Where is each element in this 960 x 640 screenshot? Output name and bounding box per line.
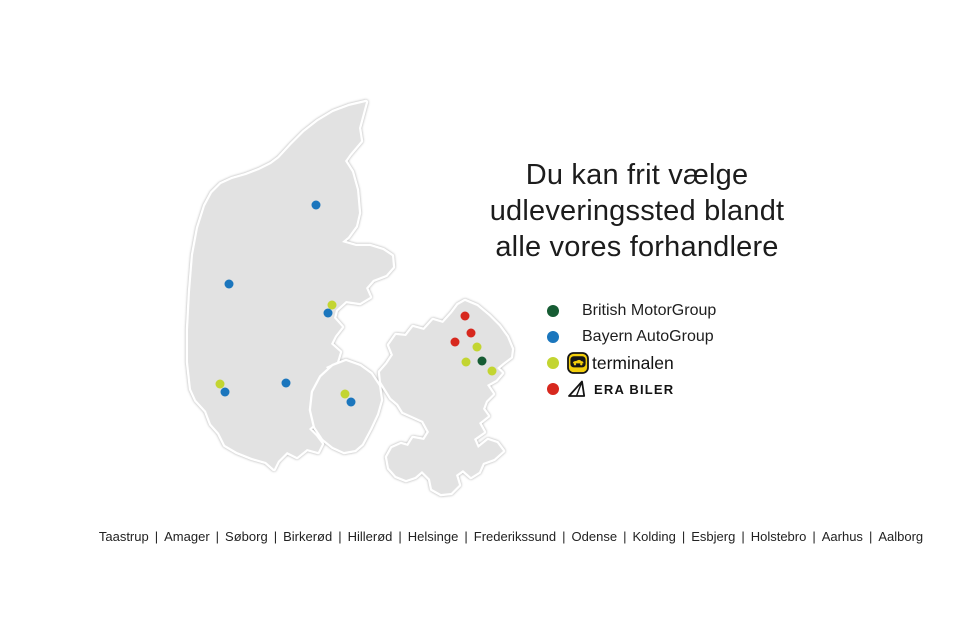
- zealand-island: [377, 298, 515, 497]
- dealer-dot-terminalen: [461, 357, 471, 367]
- city-separator: |: [398, 529, 402, 544]
- british-motorgroup-dot-icon: [547, 305, 559, 317]
- city-separator: |: [154, 529, 159, 544]
- city-name: Helsinge: [407, 529, 459, 544]
- dealer-dot-terminalen: [487, 366, 497, 376]
- city-separator: |: [812, 529, 816, 544]
- city-name: Holstebro: [750, 529, 807, 544]
- dealer-dot-bayern-autogroup: [346, 397, 356, 407]
- city-separator: |: [215, 529, 220, 544]
- dealer-dot-terminalen: [340, 389, 350, 399]
- dealer-dot-bayern-autogroup: [311, 200, 321, 210]
- legend-item-era-biler: ERA BILER: [547, 376, 716, 402]
- legend-label-era-biler: ERA BILER: [594, 381, 675, 397]
- dealer-cities-list: Taastrup | Amager | Søborg | Birkerød | Hillerød…: [61, 529, 960, 544]
- dealer-dot-bayern-autogroup: [224, 279, 234, 289]
- era-biler-dot-icon: [547, 383, 559, 395]
- city-name: Esbjerg: [691, 529, 736, 544]
- legend-item-terminalen: terminalen: [547, 350, 716, 376]
- dealer-dot-era-biler: [460, 311, 470, 321]
- city-name: Aalborg: [878, 529, 924, 544]
- dealer-dot-bayern-autogroup: [281, 378, 291, 388]
- city-name: Hillerød: [347, 529, 393, 544]
- dealer-dot-bayern-autogroup: [323, 308, 333, 318]
- terminalen-logo-icon: [567, 352, 589, 374]
- headline: Du kan frit vælge udleveringssted blandt…: [437, 157, 837, 265]
- city-name: Søborg: [225, 529, 268, 544]
- city-name: Odense: [571, 529, 618, 544]
- city-name: Taastrup: [98, 529, 149, 544]
- funen-island: [308, 358, 384, 455]
- dealer-dot-terminalen: [215, 379, 225, 389]
- dealer-location-dots: [215, 200, 497, 407]
- terminalen-dot-icon: [547, 357, 559, 369]
- legend-item-bayern-autogroup: Bayern AutoGroup: [547, 324, 716, 350]
- legend: British MotorGroup Bayern AutoGroup term…: [547, 298, 716, 402]
- city-name: Amager: [164, 529, 210, 544]
- legend-label-british-motorgroup: British MotorGroup: [582, 302, 717, 319]
- headline-line-2: udleveringssted blandt: [489, 195, 785, 227]
- city-separator: |: [681, 529, 686, 544]
- city-name: Kolding: [632, 529, 676, 544]
- headline-line-3: alle vores forhandlere: [495, 231, 779, 263]
- dealer-dot-british-motorgroup: [477, 356, 487, 366]
- bayern-autogroup-dot-icon: [547, 331, 559, 343]
- era-biler-logo-icon: [568, 380, 586, 397]
- city-name: Birkerød: [283, 529, 333, 544]
- dealer-dot-bayern-autogroup: [220, 387, 230, 397]
- city-separator: |: [273, 529, 278, 544]
- city-name: Aarhus: [821, 529, 863, 544]
- dealer-dot-terminalen: [472, 342, 482, 352]
- city-separator: |: [868, 529, 873, 544]
- dealer-dot-era-biler: [466, 328, 476, 338]
- city-separator: |: [562, 529, 566, 544]
- legend-label-bayern-autogroup: Bayern AutoGroup: [582, 328, 714, 345]
- dealer-dot-terminalen: [327, 300, 337, 310]
- city-separator: |: [623, 529, 627, 544]
- legend-label-terminalen: terminalen: [592, 352, 674, 373]
- city-separator: |: [338, 529, 342, 544]
- headline-line-1: Du kan frit vælge: [525, 159, 749, 191]
- dealer-dot-era-biler: [450, 337, 460, 347]
- city-separator: |: [741, 529, 745, 544]
- city-separator: |: [464, 529, 468, 544]
- legend-item-british-motorgroup: British MotorGroup: [547, 298, 716, 324]
- city-name: Frederikssund: [473, 529, 557, 544]
